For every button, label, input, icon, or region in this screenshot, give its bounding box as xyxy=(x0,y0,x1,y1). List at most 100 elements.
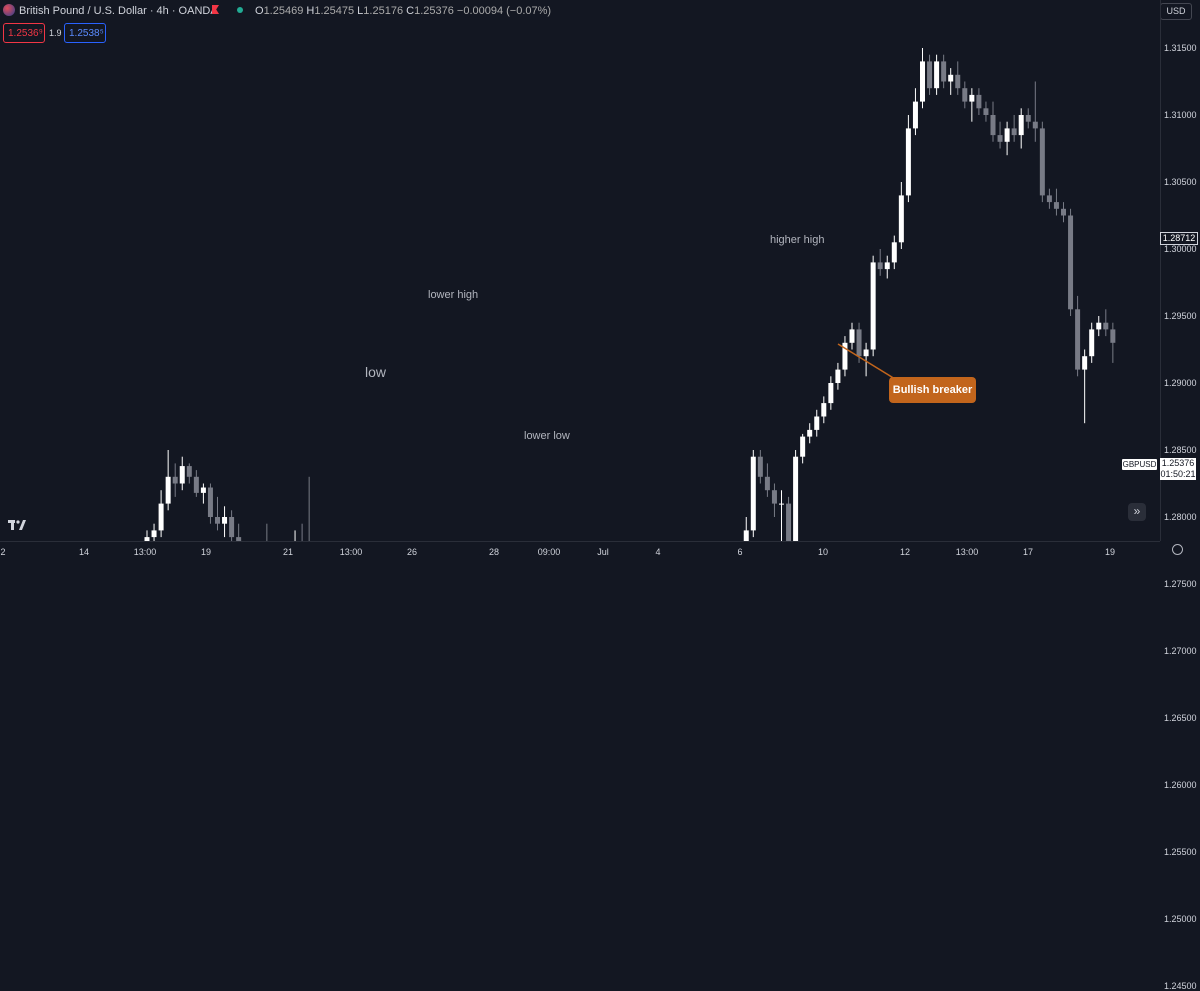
annotation-lower-low: lower low xyxy=(524,430,570,442)
candle[interactable] xyxy=(764,463,770,497)
candle[interactable] xyxy=(821,396,827,424)
chart-header: British Pound / U.S. Dollar · 4h · OANDA… xyxy=(0,0,1160,22)
candle[interactable] xyxy=(293,530,298,541)
close-value: 1.25376 xyxy=(414,5,454,17)
candle[interactable] xyxy=(793,450,799,541)
price-tick-label: 1.31000 xyxy=(1164,110,1197,120)
candle[interactable] xyxy=(920,48,925,109)
candle[interactable] xyxy=(849,322,855,350)
candle[interactable] xyxy=(186,463,192,484)
candle[interactable] xyxy=(835,362,841,390)
candle[interactable] xyxy=(1018,108,1024,149)
candle[interactable] xyxy=(1032,81,1038,142)
candle[interactable] xyxy=(891,235,897,270)
candle[interactable] xyxy=(997,121,1003,149)
candle[interactable] xyxy=(757,450,763,484)
candle[interactable] xyxy=(1061,202,1066,223)
price-tick-label: 1.29000 xyxy=(1164,378,1197,388)
candle[interactable] xyxy=(229,510,235,541)
candle[interactable] xyxy=(193,470,199,497)
candle[interactable] xyxy=(300,523,305,541)
currency-selector[interactable]: USD xyxy=(1160,3,1192,20)
candle[interactable] xyxy=(1082,349,1088,424)
candle[interactable] xyxy=(912,88,918,136)
candle[interactable] xyxy=(779,490,784,541)
candle[interactable] xyxy=(990,101,996,142)
candle[interactable] xyxy=(200,483,206,504)
candle[interactable] xyxy=(264,523,269,541)
candle[interactable] xyxy=(307,476,312,541)
candle[interactable] xyxy=(842,336,848,377)
candle[interactable] xyxy=(151,523,157,541)
time-axis[interactable] xyxy=(0,541,1160,562)
candle[interactable] xyxy=(877,249,883,276)
candle[interactable] xyxy=(1053,188,1059,216)
candle[interactable] xyxy=(983,101,989,122)
candle[interactable] xyxy=(1075,295,1081,377)
candle[interactable] xyxy=(750,450,756,538)
candle[interactable] xyxy=(207,483,213,524)
candle[interactable] xyxy=(771,483,777,518)
candle[interactable] xyxy=(905,115,911,203)
candle[interactable] xyxy=(800,433,806,464)
candle[interactable] xyxy=(955,61,961,95)
candle[interactable] xyxy=(1011,115,1017,142)
ohlc-readout: O1.25469 H1.25475 L1.25176 C1.25376 −0.0… xyxy=(255,5,551,17)
candle[interactable] xyxy=(172,463,178,497)
buy-button[interactable]: 1.2538⁵ xyxy=(64,23,106,43)
candle[interactable] xyxy=(828,376,834,410)
time-tick-label: 26 xyxy=(406,547,418,557)
settings-icon[interactable] xyxy=(1172,544,1183,555)
candle[interactable] xyxy=(222,506,228,538)
spread-value: 1.9 xyxy=(49,28,62,38)
candle[interactable] xyxy=(1068,208,1074,316)
candle[interactable] xyxy=(884,255,890,279)
candle[interactable] xyxy=(941,54,947,89)
symbol-title[interactable]: British Pound / U.S. Dollar · 4h · OANDA xyxy=(19,5,218,17)
candle[interactable] xyxy=(179,456,185,491)
candle[interactable] xyxy=(863,342,869,377)
price-tick-label: 1.24500 xyxy=(1164,981,1197,991)
candle[interactable] xyxy=(236,523,242,541)
time-tick-label: 17 xyxy=(1022,547,1034,557)
candle[interactable] xyxy=(1110,322,1116,363)
price-tick-label: 1.26000 xyxy=(1164,780,1197,790)
price-tick-label: 1.30500 xyxy=(1164,177,1197,187)
sell-button[interactable]: 1.2536⁹ xyxy=(3,23,45,43)
candle[interactable] xyxy=(743,517,749,541)
candle[interactable] xyxy=(814,409,820,437)
candle[interactable] xyxy=(898,182,904,249)
candle[interactable] xyxy=(927,54,933,95)
candle[interactable] xyxy=(870,255,876,357)
change-value: −0.00094 (−0.07%) xyxy=(456,5,552,17)
price-tick-label: 1.30000 xyxy=(1164,244,1197,254)
candle[interactable] xyxy=(1004,121,1010,156)
candle[interactable] xyxy=(158,490,164,538)
market-closed-flag-icon xyxy=(212,5,219,14)
candle[interactable] xyxy=(1046,188,1052,209)
candle[interactable] xyxy=(1096,316,1102,337)
candlestick-plot[interactable] xyxy=(0,0,1160,541)
candle[interactable] xyxy=(962,81,968,109)
candle[interactable] xyxy=(948,68,954,95)
candle[interactable] xyxy=(969,88,975,122)
candle[interactable] xyxy=(934,54,940,95)
market-status-icon xyxy=(237,7,243,13)
candle[interactable] xyxy=(1089,322,1095,363)
scroll-to-realtime-button[interactable]: » xyxy=(1128,503,1146,521)
candle[interactable] xyxy=(1025,108,1031,129)
time-tick-label: 28 xyxy=(488,547,500,557)
price-axis[interactable] xyxy=(1160,0,1161,541)
candle[interactable] xyxy=(1103,309,1109,337)
low-value: 1.25176 xyxy=(363,5,404,17)
candle[interactable] xyxy=(215,496,220,531)
tradingview-logo-icon xyxy=(8,520,26,530)
candle[interactable] xyxy=(144,530,150,541)
candle[interactable] xyxy=(976,88,982,115)
candle[interactable] xyxy=(165,450,171,511)
candle[interactable] xyxy=(786,496,792,541)
candle[interactable] xyxy=(1039,121,1045,203)
bullish-breaker-callout: Bullish breaker xyxy=(889,377,976,403)
candle[interactable] xyxy=(807,423,813,444)
price-tick-label: 1.31500 xyxy=(1164,43,1197,53)
